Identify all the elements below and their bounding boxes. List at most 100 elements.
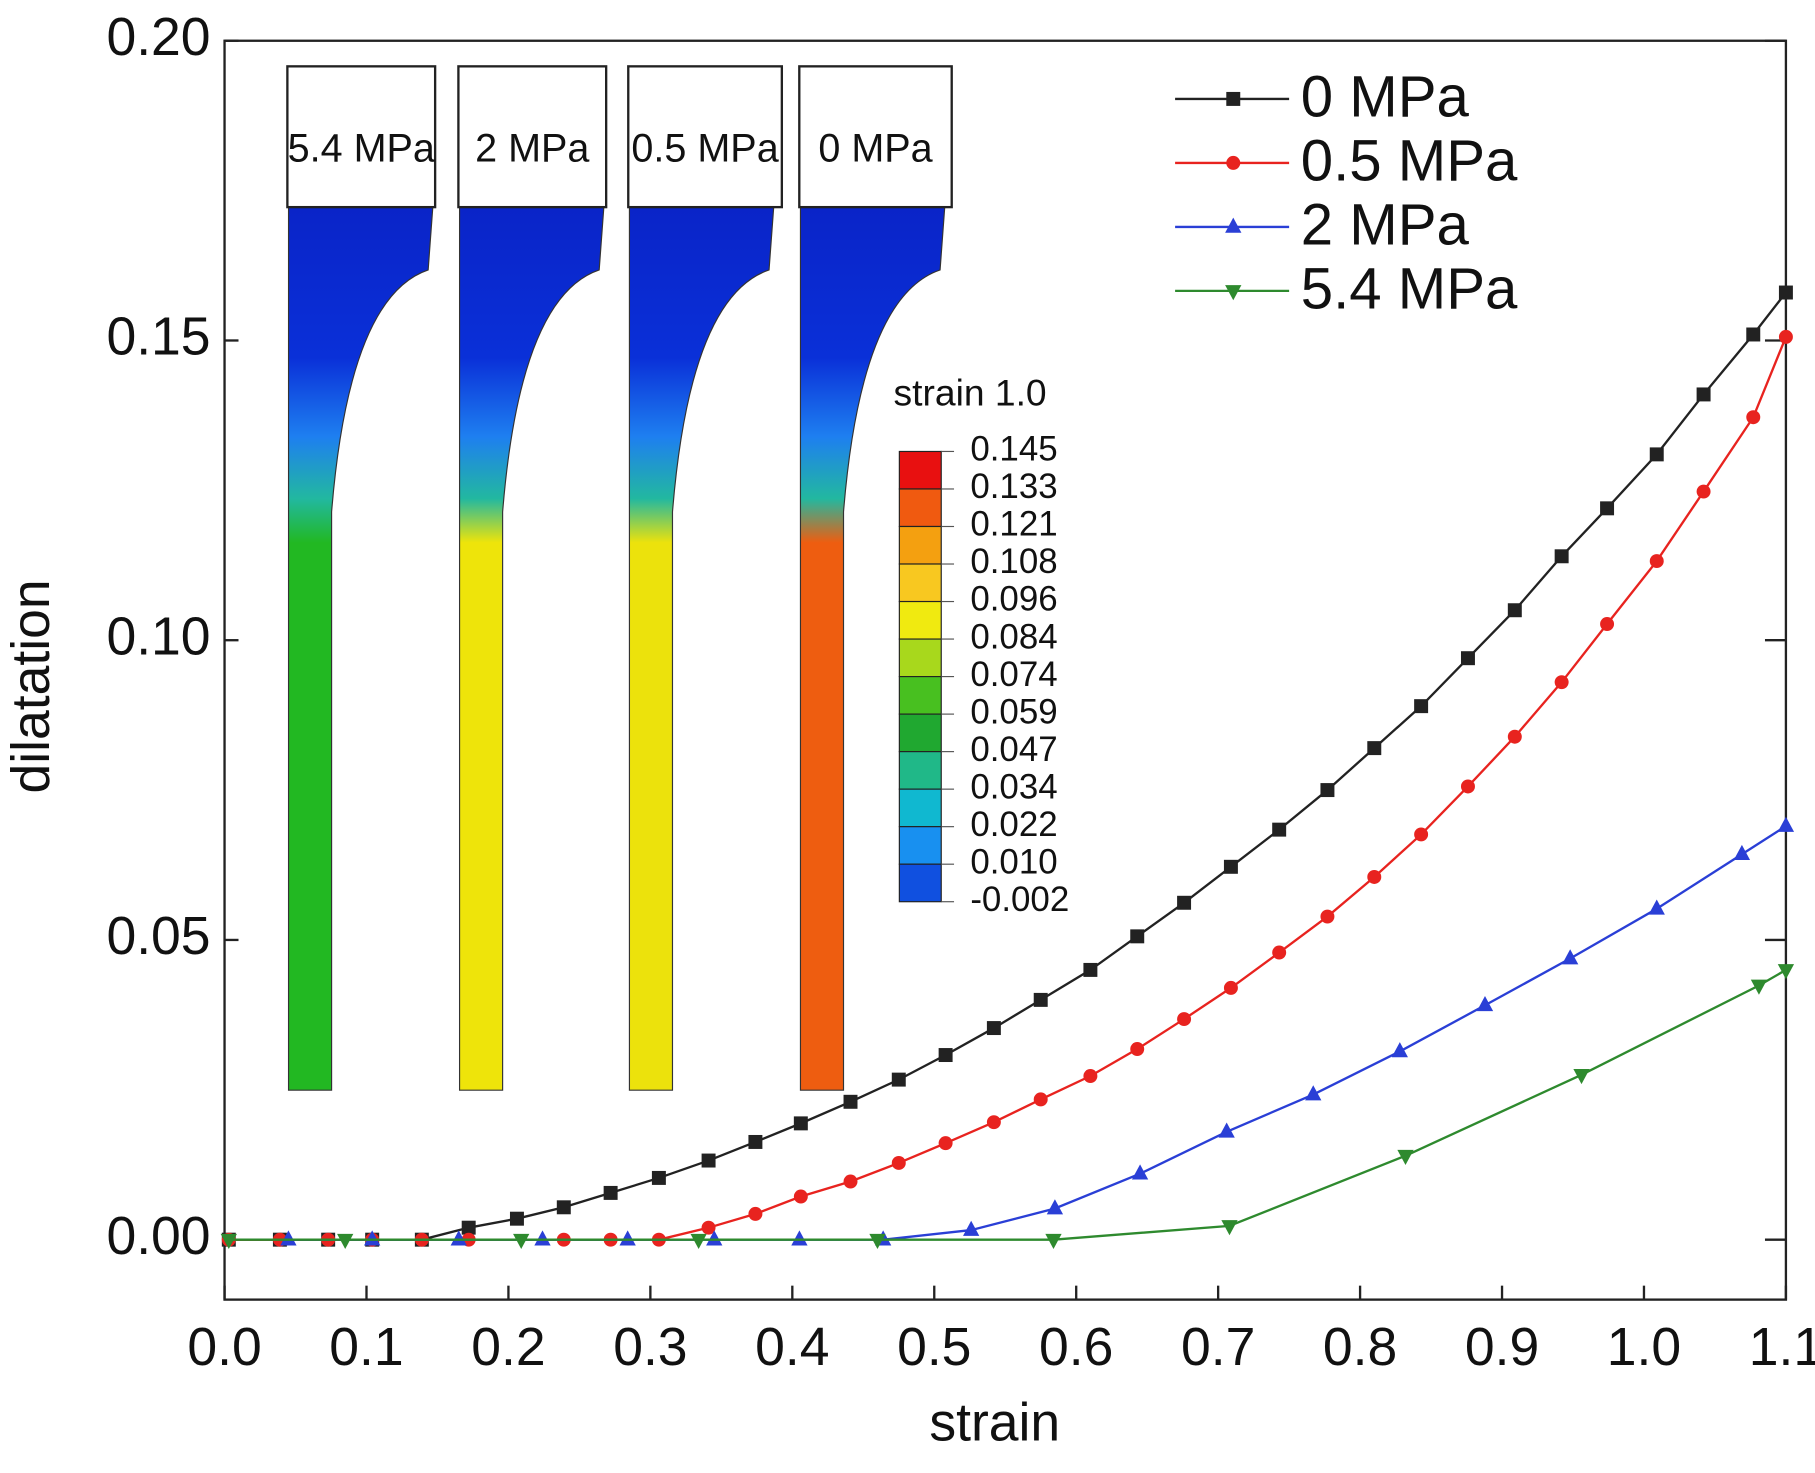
colorbar-label: 0.022	[970, 805, 1057, 844]
specimen-label: 0 MPa	[818, 127, 932, 171]
marker	[1046, 1199, 1064, 1215]
marker	[220, 1233, 237, 1249]
specimen-label: 5.4 MPa	[288, 127, 435, 171]
marker	[461, 1220, 476, 1235]
marker	[1777, 964, 1795, 980]
marker	[1226, 91, 1241, 106]
marker	[1320, 783, 1335, 798]
marker	[337, 1233, 354, 1249]
legend-label: 0 MPa	[1301, 65, 1470, 130]
marker	[1733, 844, 1751, 861]
marker	[651, 1170, 666, 1185]
marker	[1130, 1042, 1145, 1057]
marker	[450, 1230, 467, 1246]
marker	[1033, 1092, 1048, 1107]
colorbar-label: 0.145	[970, 430, 1057, 469]
specimen-head	[286, 65, 437, 209]
marker	[1177, 895, 1192, 910]
marker	[891, 1155, 906, 1170]
x-tick-label: 0.8	[1323, 1318, 1397, 1377]
marker	[791, 1230, 808, 1246]
marker	[1746, 327, 1761, 342]
marker	[1507, 603, 1522, 618]
x-tick-label: 0.4	[755, 1318, 829, 1377]
specimen-head	[457, 65, 608, 209]
x-tick-label: 0.0	[187, 1318, 261, 1377]
marker	[1507, 729, 1522, 744]
specimen	[287, 206, 434, 1091]
marker	[1778, 285, 1793, 300]
marker	[1397, 1149, 1414, 1166]
marker	[603, 1185, 618, 1200]
colorbar-label: 0.059	[970, 692, 1057, 731]
y-axis-label: dilatation	[2, 579, 61, 793]
y-tick-label: 0.05	[106, 907, 210, 966]
marker	[1414, 699, 1429, 714]
marker	[364, 1230, 381, 1246]
marker	[1476, 995, 1494, 1012]
x-tick-label: 0.9	[1465, 1318, 1539, 1377]
marker	[619, 1230, 636, 1246]
colorbar-band	[898, 751, 942, 790]
colorbar-band	[898, 826, 942, 865]
colorbar-band	[898, 563, 942, 603]
marker	[513, 1233, 530, 1249]
marker	[1131, 1164, 1149, 1180]
marker	[690, 1233, 707, 1249]
marker	[938, 1048, 953, 1063]
marker	[1225, 285, 1242, 301]
colorbar-band	[898, 638, 942, 678]
marker	[1460, 651, 1475, 666]
marker	[1554, 675, 1569, 690]
marker	[1778, 329, 1793, 344]
marker	[986, 1115, 1001, 1130]
specimen-head	[627, 65, 784, 209]
marker	[556, 1200, 571, 1215]
series-line	[228, 291, 1787, 1241]
specimen-head	[798, 65, 953, 209]
marker	[986, 1021, 1001, 1036]
marker	[701, 1220, 716, 1235]
marker	[843, 1174, 858, 1189]
colorbar-label: -0.002	[970, 880, 1069, 919]
marker	[1554, 549, 1569, 564]
marker	[1649, 554, 1664, 569]
y-tick-label: 0.20	[106, 8, 210, 67]
marker	[1696, 484, 1711, 499]
x-axis-label: strain	[929, 1394, 1060, 1453]
legend-label: 0.5 MPa	[1301, 129, 1518, 194]
marker	[793, 1189, 808, 1204]
colorbar-label: 0.074	[970, 655, 1057, 694]
x-tick-label: 0.3	[613, 1318, 687, 1377]
colorbar-band	[898, 863, 942, 903]
marker	[1305, 1085, 1322, 1101]
marker	[1083, 962, 1098, 977]
marker	[1573, 1069, 1590, 1085]
marker	[1130, 929, 1145, 944]
specimen	[799, 206, 946, 1091]
colorbar-band	[898, 525, 942, 565]
marker	[1367, 741, 1382, 756]
colorbar-title: strain 1.0	[894, 371, 1047, 413]
marker	[1391, 1042, 1408, 1058]
x-tick-label: 1.0	[1607, 1318, 1681, 1377]
marker	[1777, 816, 1795, 832]
y-tick-label: 0.00	[106, 1207, 210, 1266]
marker	[891, 1072, 906, 1087]
marker	[1600, 501, 1615, 516]
marker	[1649, 447, 1664, 462]
marker	[1223, 980, 1238, 995]
colorbar-label: 0.096	[970, 580, 1057, 619]
marker	[748, 1206, 763, 1221]
x-tick-label: 0.6	[1039, 1318, 1113, 1377]
marker	[1414, 827, 1429, 842]
marker	[1272, 822, 1287, 837]
colorbar-label: 0.108	[970, 542, 1057, 581]
marker	[793, 1116, 808, 1131]
marker	[1225, 217, 1242, 233]
marker	[1177, 1012, 1192, 1027]
marker	[1272, 945, 1287, 960]
marker	[963, 1220, 980, 1236]
legend-label: 5.4 MPa	[1301, 257, 1518, 322]
